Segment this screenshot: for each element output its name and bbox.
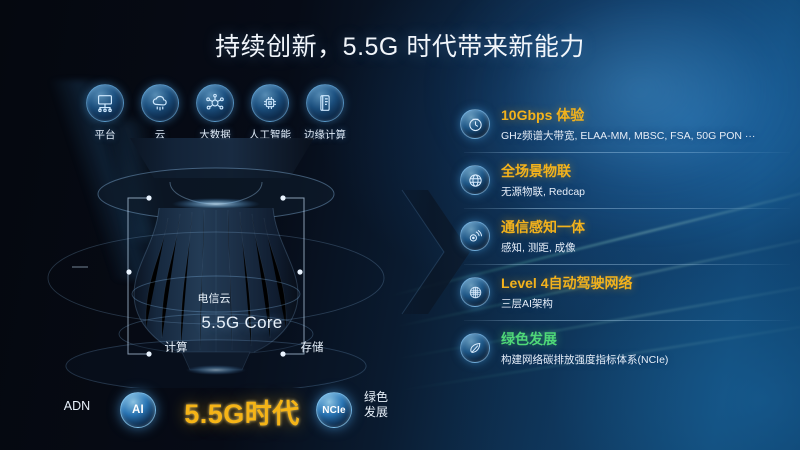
capability-subtitle: 三层AI架构 — [501, 298, 553, 310]
capability-row-10gbps[interactable]: 10Gbps 体验 GHz频谱大带宽, ELAA-MM, MBSC, FSA, … — [458, 96, 794, 152]
big-data-icon — [196, 84, 234, 122]
label-adn: ADN — [63, 399, 91, 413]
transition-arrow-icon — [401, 189, 470, 315]
icon-label: 平台 — [94, 129, 116, 141]
diagram-graphics — [47, 138, 385, 388]
label-telecom-cloud: 电信云 — [197, 293, 231, 305]
icon-cell-edge-computing[interactable]: 边缘计算 — [302, 84, 348, 142]
capability-row-iot[interactable]: 全场景物联 无源物联, Redcap — [458, 152, 794, 208]
capability-row-green[interactable]: 绿色发展 构建网络碳排放强度指标体系(NCIe) — [458, 320, 794, 376]
capability-title: 10Gbps 体验 — [501, 107, 585, 123]
capability-row-autonomous-network[interactable]: Level 4自动驾驶网络 三层AI架构 — [458, 264, 794, 320]
capability-subtitle: 构建网络碳排放强度指标体系(NCIe) — [501, 354, 669, 366]
icon-cell-cloud[interactable]: 云 — [137, 84, 183, 142]
hourglass-diagram: 电信云 5.5G Core 计算 存储 5.5G时代 ADN AI NCIe 绿… — [28, 138, 418, 429]
edge-computing-icon — [306, 84, 344, 122]
era-headline: 5.5G时代 — [184, 399, 300, 429]
capability-text: 全场景物联 无源物联, Redcap — [501, 161, 585, 199]
capability-title: 通信感知一体 — [501, 219, 585, 235]
background-glow — [430, 0, 800, 240]
capability-panel: 10Gbps 体验 GHz频谱大带宽, ELAA-MM, MBSC, FSA, … — [458, 96, 794, 376]
label-green-development: 绿色 发展 — [364, 390, 388, 420]
capability-subtitle: 感知, 测距, 成像 — [501, 242, 576, 254]
icon-cell-platform[interactable]: 平台 — [82, 84, 128, 142]
capability-icon-row: 平台 云 大数据 — [82, 84, 348, 142]
ncie-badge[interactable]: NCIe — [316, 392, 352, 428]
capability-title: 全场景物联 — [501, 163, 571, 179]
capability-text: 通信感知一体 感知, 测距, 成像 — [501, 217, 585, 255]
icon-cell-ai[interactable]: 人工智能 — [247, 84, 293, 142]
capability-text: 10Gbps 体验 GHz频谱大带宽, ELAA-MM, MBSC, FSA, … — [501, 105, 755, 143]
leaf-icon — [460, 333, 490, 363]
label-5g5-core: 5.5G Core — [201, 313, 283, 332]
sensing-icon — [460, 221, 490, 251]
speedometer-icon — [460, 109, 490, 139]
ai-badge[interactable]: AI — [120, 392, 156, 428]
capability-text: Level 4自动驾驶网络 三层AI架构 — [501, 273, 632, 311]
green-dev-line2: 发展 — [363, 405, 389, 419]
capability-title: 绿色发展 — [501, 331, 557, 347]
capability-subtitle: GHz频谱大带宽, ELAA-MM, MBSC, FSA, 50G PON ··… — [501, 130, 756, 142]
ai-chip-icon — [251, 84, 289, 122]
cloud-icon — [141, 84, 179, 122]
capability-row-sensing[interactable]: 通信感知一体 感知, 测距, 成像 — [458, 208, 794, 264]
icon-label: 云 — [154, 129, 166, 141]
capability-subtitle: 无源物联, Redcap — [501, 186, 586, 198]
icon-label: 边缘计算 — [304, 129, 346, 141]
label-storage: 存储 — [300, 342, 324, 354]
icon-cell-big-data[interactable]: 大数据 — [192, 84, 238, 142]
capability-text: 绿色发展 构建网络碳排放强度指标体系(NCIe) — [501, 329, 668, 367]
green-dev-line1: 绿色 — [363, 390, 389, 404]
platform-icon — [86, 84, 124, 122]
autonomous-network-icon — [460, 277, 490, 307]
iot-globe-icon — [460, 165, 490, 195]
page-title: 持续创新，5.5G 时代带来新能力 — [215, 33, 585, 61]
capability-title: Level 4自动驾驶网络 — [501, 275, 633, 291]
label-compute: 计算 — [164, 342, 188, 354]
